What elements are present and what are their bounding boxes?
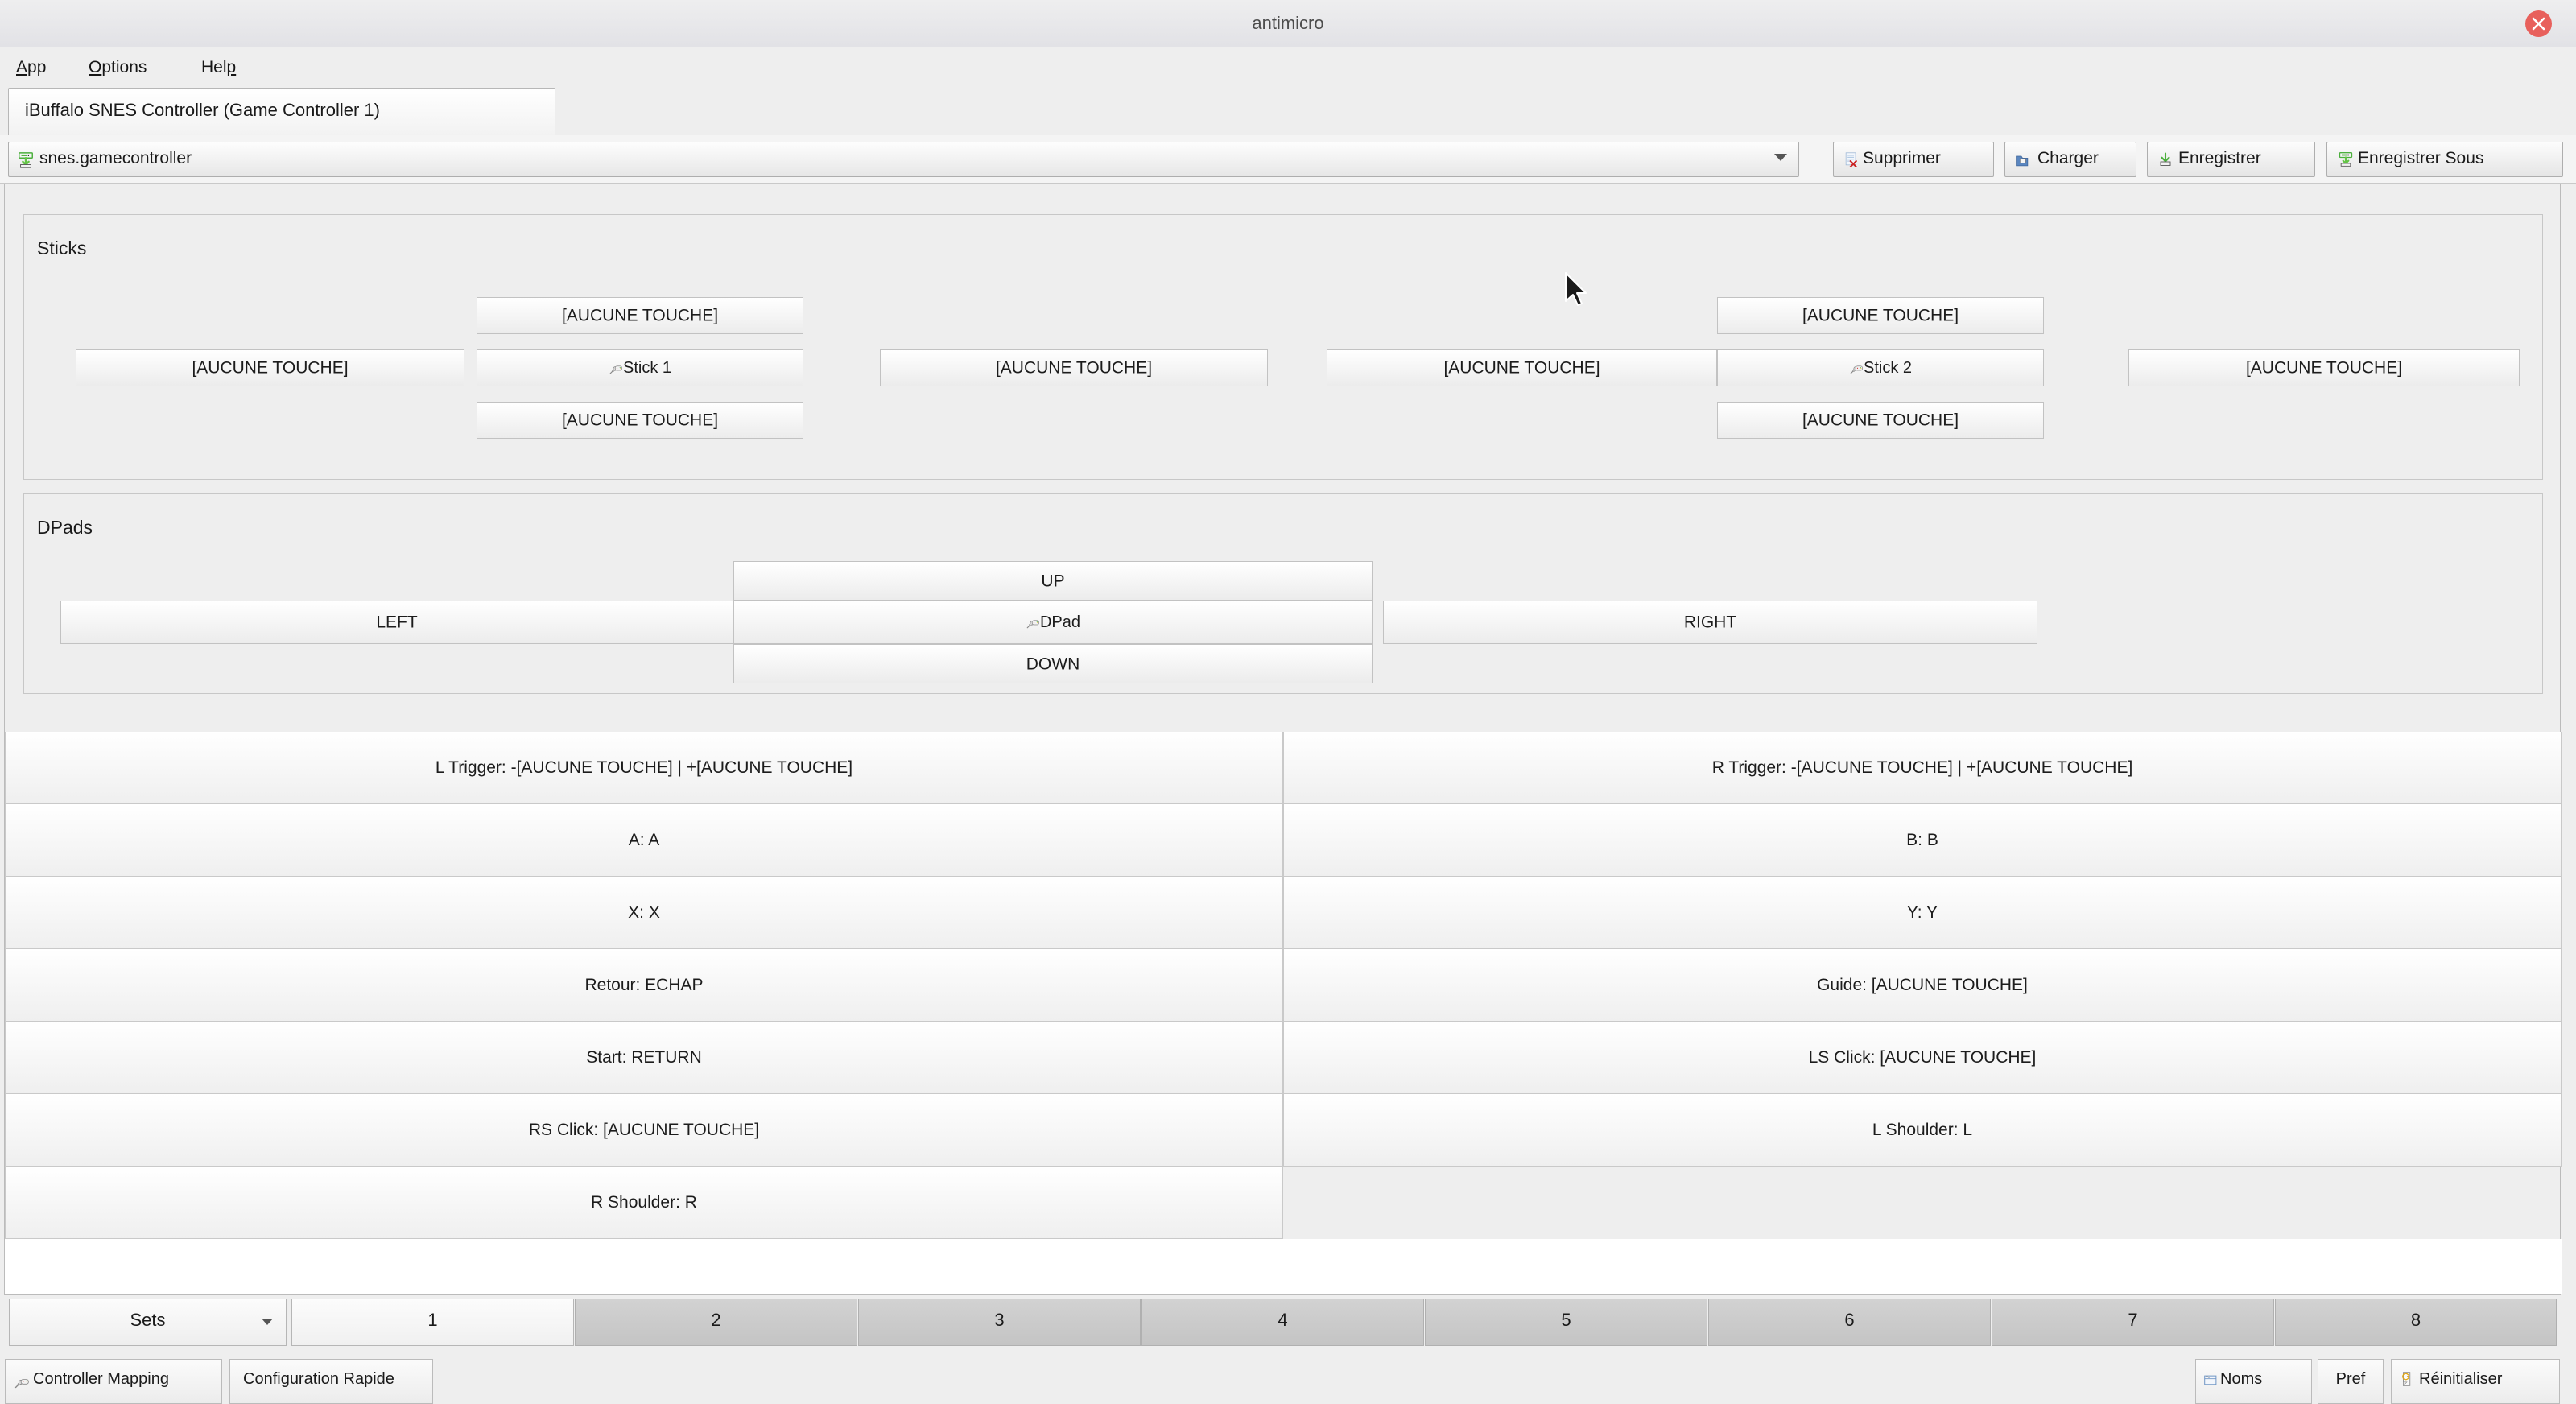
svg-text:T=: T= <box>2206 1375 2211 1379</box>
